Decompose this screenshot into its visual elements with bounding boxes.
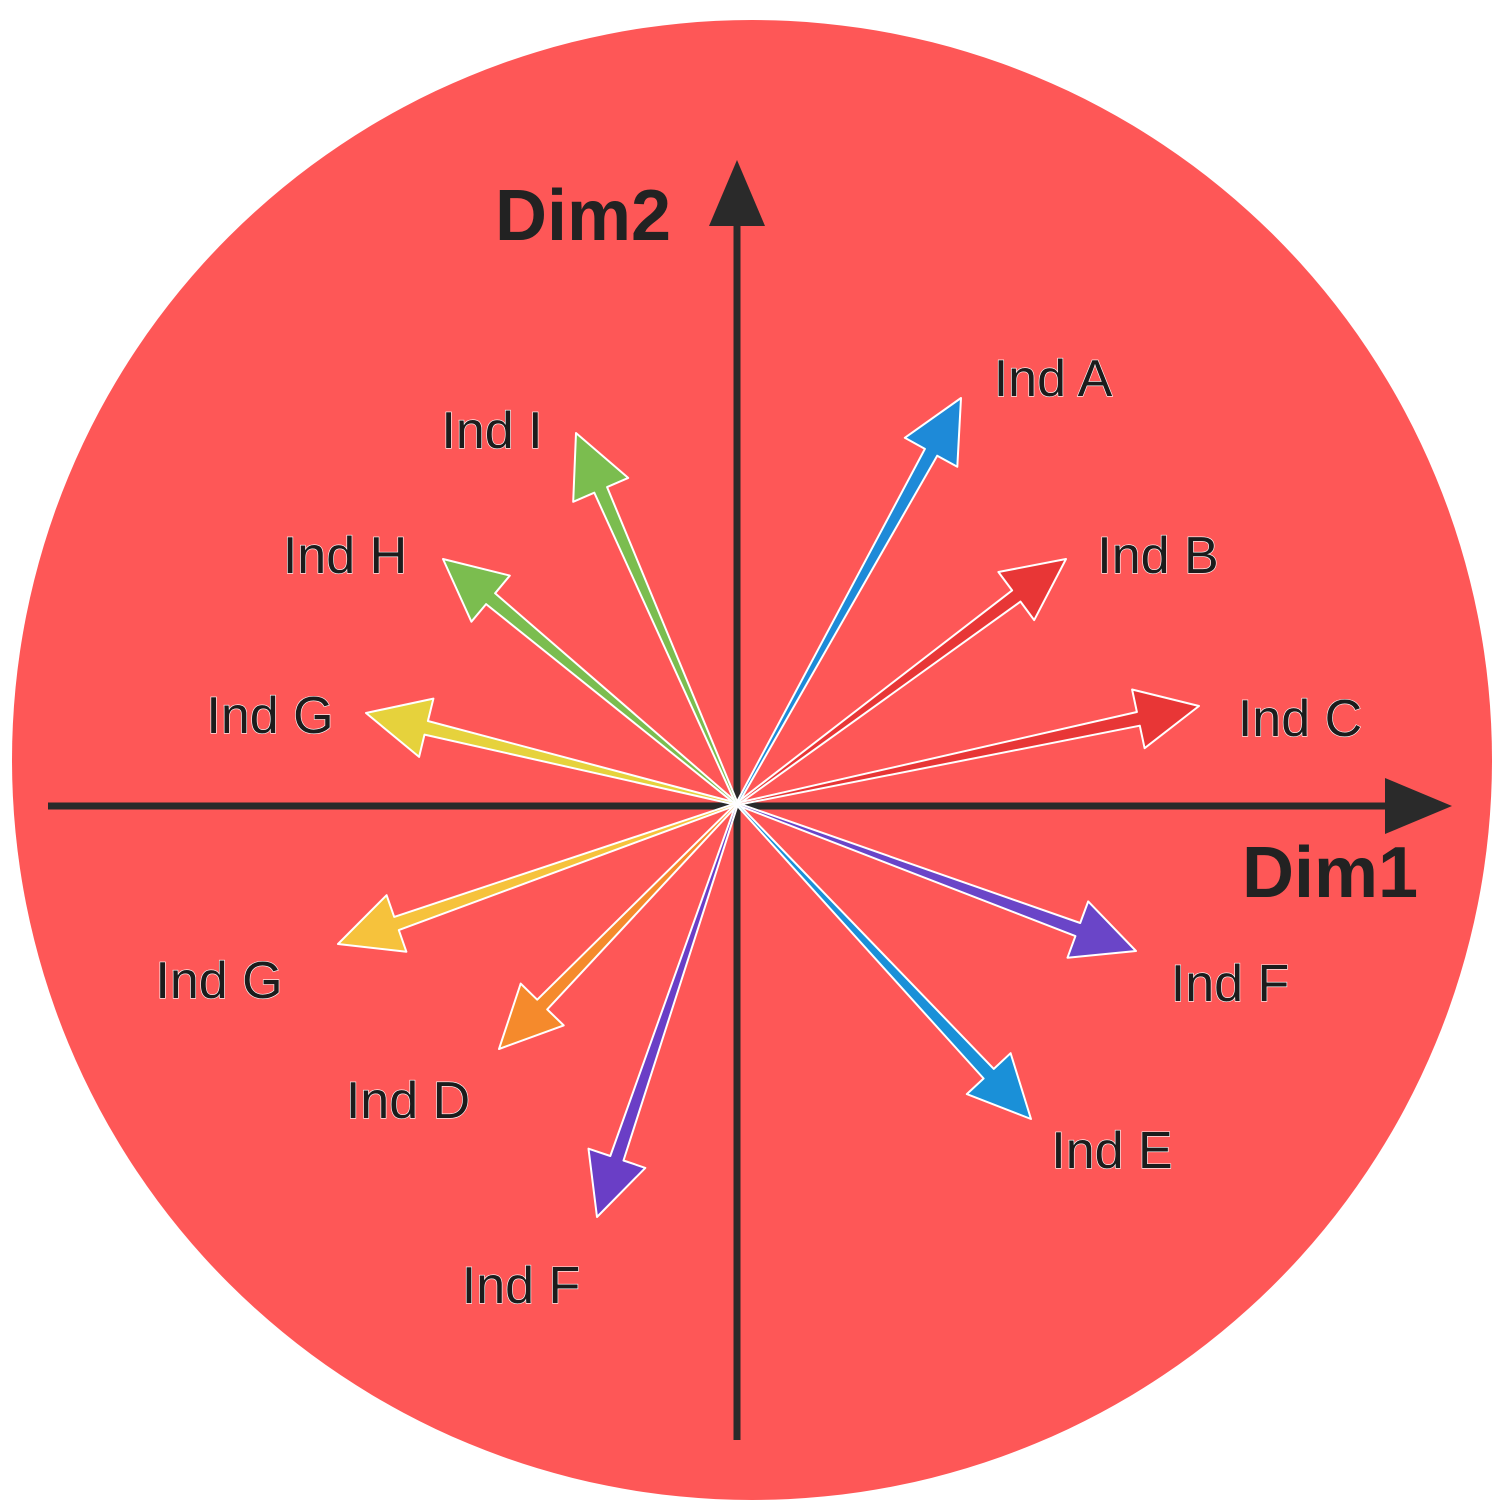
vector-arrow-shape bbox=[735, 802, 1032, 1120]
vector-arrow-shape bbox=[735, 802, 1137, 959]
vector-arrow bbox=[365, 697, 739, 806]
vector-arrow bbox=[735, 397, 962, 806]
vector-label: Ind I bbox=[441, 402, 542, 460]
vector-arrow-shape bbox=[498, 802, 739, 1050]
vector-arrow bbox=[442, 558, 739, 806]
vector-arrow bbox=[735, 688, 1200, 806]
vector-label: Ind A bbox=[994, 350, 1113, 408]
vector-arrow-shape bbox=[735, 688, 1200, 806]
vector-label: Ind H bbox=[283, 527, 407, 585]
vector-label: Ind C bbox=[1238, 690, 1362, 748]
vector-arrow-shape bbox=[735, 397, 962, 806]
vector-label: Ind B bbox=[1097, 527, 1218, 585]
vector-label: Ind F bbox=[462, 1257, 581, 1315]
vector-arrow bbox=[337, 802, 739, 953]
vector-arrow bbox=[498, 802, 739, 1050]
vector-arrow-shape bbox=[337, 802, 739, 953]
dim1-axis-label: Dim1 bbox=[1242, 833, 1418, 913]
dim2-arrowhead bbox=[709, 160, 765, 226]
vector-arrow-shape bbox=[365, 697, 739, 806]
dim1-arrowhead bbox=[1385, 778, 1452, 834]
vector-arrow-shape bbox=[442, 558, 739, 806]
vectors bbox=[337, 397, 1200, 1218]
chart-background-circle bbox=[12, 20, 1492, 1500]
vector-labels: Ind A Ind B Ind C Ind F Ind E Ind F Ind D Ind G… bbox=[155, 349, 1363, 1315]
vector-label: Ind G bbox=[206, 687, 333, 745]
vector-arrow bbox=[735, 558, 1067, 806]
vector-label: Ind F bbox=[1171, 955, 1290, 1013]
vector-arrow-shape bbox=[572, 432, 739, 806]
axes: Dim2 Dim1 bbox=[48, 160, 1452, 1440]
vector-arrow-shape bbox=[735, 558, 1067, 806]
vector-arrow bbox=[572, 432, 739, 806]
vector-arrow-shape bbox=[587, 802, 739, 1218]
vector-arrow bbox=[735, 802, 1032, 1120]
vector-label: Ind E bbox=[1051, 1122, 1172, 1180]
vector-label: Ind G bbox=[155, 952, 282, 1010]
vector-arrow bbox=[735, 802, 1137, 959]
dim2-axis-label: Dim2 bbox=[495, 176, 671, 256]
vector-label: Ind D bbox=[346, 1072, 470, 1130]
vector-arrow bbox=[587, 802, 739, 1218]
